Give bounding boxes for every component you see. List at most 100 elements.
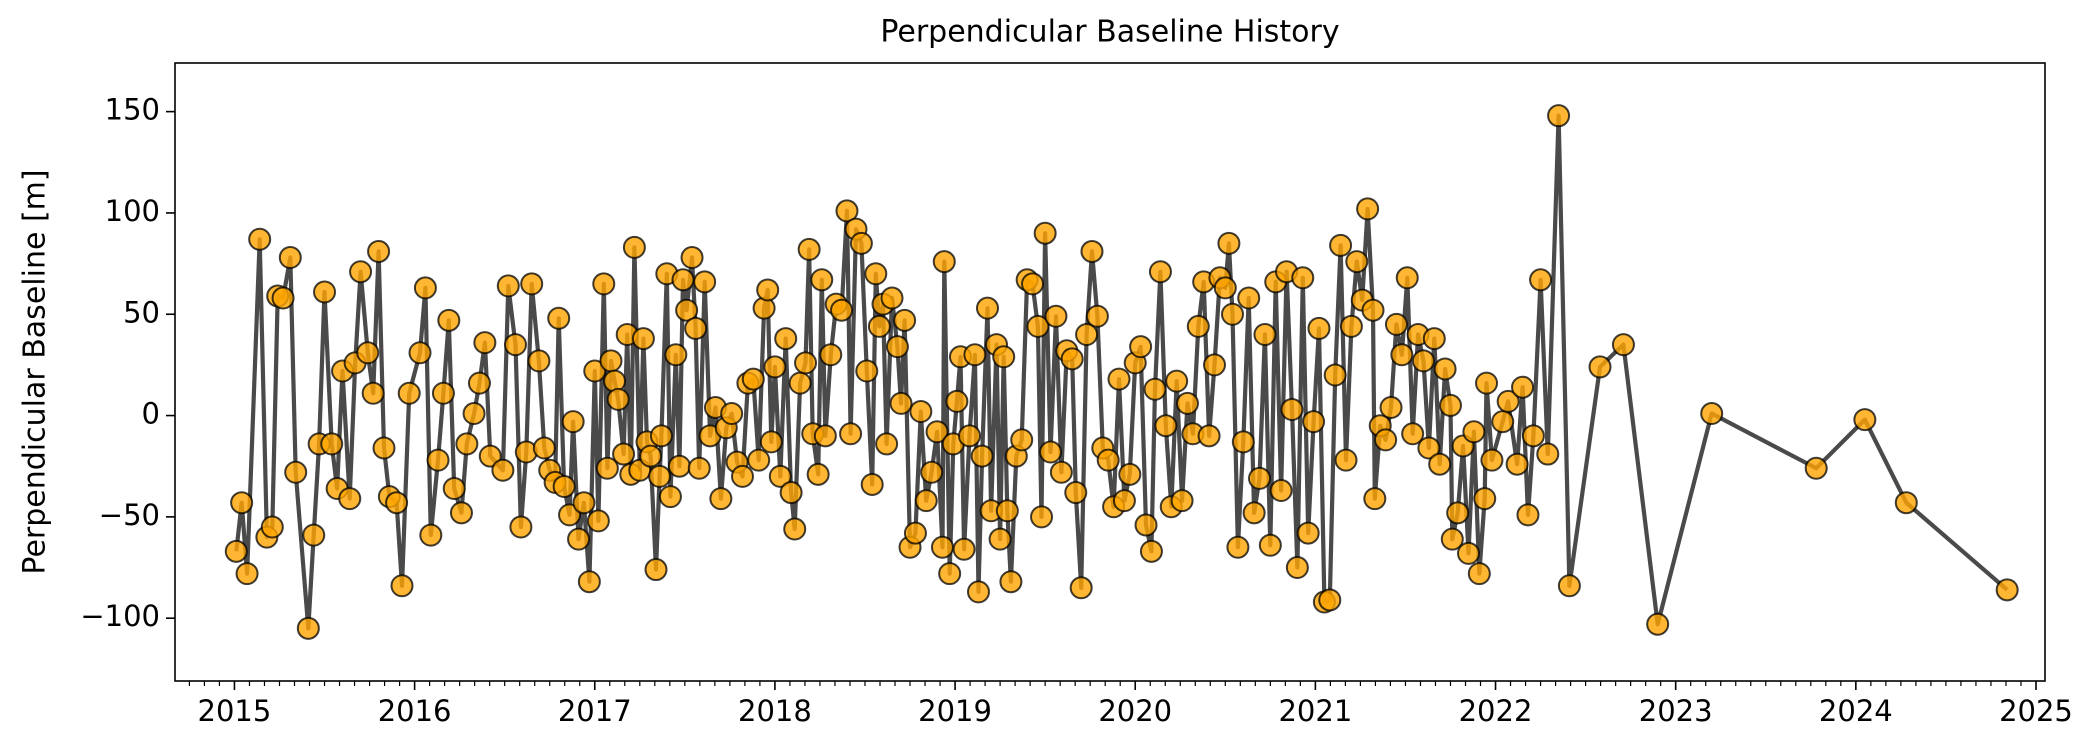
data-point [419, 523, 443, 547]
data-point [1226, 535, 1250, 559]
data-point [1853, 408, 1877, 432]
y-tick-label: 100 [105, 194, 160, 228]
data-point [478, 444, 502, 468]
data-point [988, 527, 1012, 551]
x-tick-label: 2023 [1639, 694, 1713, 728]
data-point [648, 464, 672, 488]
data-point [783, 517, 807, 541]
data-point [693, 270, 717, 294]
data-point [720, 402, 744, 426]
data-point [572, 491, 596, 515]
data-point [999, 570, 1023, 594]
data-point [455, 432, 479, 456]
data-point [680, 246, 704, 270]
data-point [1894, 491, 1918, 515]
data-point [1253, 323, 1277, 347]
data-point [1248, 466, 1272, 490]
data-point [830, 298, 854, 322]
data-point [547, 306, 571, 330]
data-point [667, 454, 691, 478]
data-point [349, 260, 373, 284]
data-point [338, 487, 362, 511]
data-point [271, 286, 295, 310]
x-tick-label: 2021 [1278, 694, 1352, 728]
data-point [855, 359, 879, 383]
data-point [437, 308, 461, 332]
data-point [1700, 402, 1724, 426]
data-point [1361, 298, 1385, 322]
data-point [260, 515, 284, 539]
data-point [278, 246, 302, 270]
data-point [1467, 562, 1491, 586]
data-point [1237, 286, 1261, 310]
data-point [649, 424, 673, 448]
data-point [552, 474, 576, 498]
data-point [675, 298, 699, 322]
x-tick-label: 2022 [1459, 694, 1533, 728]
data-point [1529, 268, 1553, 292]
data-point [875, 432, 899, 456]
data-point [1030, 505, 1054, 529]
data-point [577, 570, 601, 594]
data-point [235, 562, 259, 586]
data-point [903, 521, 927, 545]
data-point [1804, 456, 1828, 480]
data-point [639, 444, 663, 468]
data-point [730, 464, 754, 488]
data-point [1064, 481, 1088, 505]
data-point [864, 262, 888, 286]
data-point [1044, 304, 1068, 328]
data-point [1422, 327, 1446, 351]
data-point [1060, 347, 1084, 371]
data-point [1339, 314, 1363, 338]
data-point [1269, 479, 1293, 503]
data-point [397, 381, 421, 405]
data-point [664, 343, 688, 367]
plot-frame [174, 62, 2046, 682]
data-point [1096, 448, 1120, 472]
data-point [606, 387, 630, 411]
data-point [496, 274, 520, 298]
data-point [1379, 395, 1403, 419]
data-point [1085, 304, 1109, 328]
data-point [1307, 316, 1331, 340]
data-point [1318, 588, 1342, 612]
data-point [1611, 333, 1635, 357]
data-point [442, 477, 466, 501]
data-point [599, 349, 623, 373]
data-point [1363, 487, 1387, 511]
y-tick-label: 50 [123, 295, 160, 329]
data-point [1118, 462, 1142, 486]
data-point [592, 272, 616, 296]
data-point [296, 616, 320, 640]
data-point [1197, 424, 1221, 448]
data-point [491, 458, 515, 482]
data-point [390, 574, 414, 598]
data-point [1345, 250, 1369, 274]
data-point [995, 499, 1019, 523]
data-point [860, 472, 884, 496]
data-point [819, 343, 843, 367]
data-point [302, 523, 326, 547]
data-point [1139, 539, 1163, 563]
data-point [248, 227, 272, 251]
data-point [1428, 452, 1452, 476]
data-point [1440, 527, 1464, 551]
data-point [1496, 389, 1520, 413]
data-point [527, 349, 551, 373]
data-point [1129, 335, 1153, 359]
data-point [1521, 424, 1545, 448]
data-point [806, 462, 830, 486]
data-point [1291, 266, 1315, 290]
data-point [367, 239, 391, 263]
data-point [1213, 276, 1237, 300]
data-point [644, 558, 668, 582]
data-point [413, 276, 437, 300]
data-point [1107, 367, 1131, 391]
data-point [975, 296, 999, 320]
data-point [1075, 323, 1099, 347]
data-point [1457, 541, 1481, 565]
data-point [966, 580, 990, 604]
data-point [1033, 221, 1057, 245]
chart-title: Perpendicular Baseline History [880, 15, 1339, 50]
